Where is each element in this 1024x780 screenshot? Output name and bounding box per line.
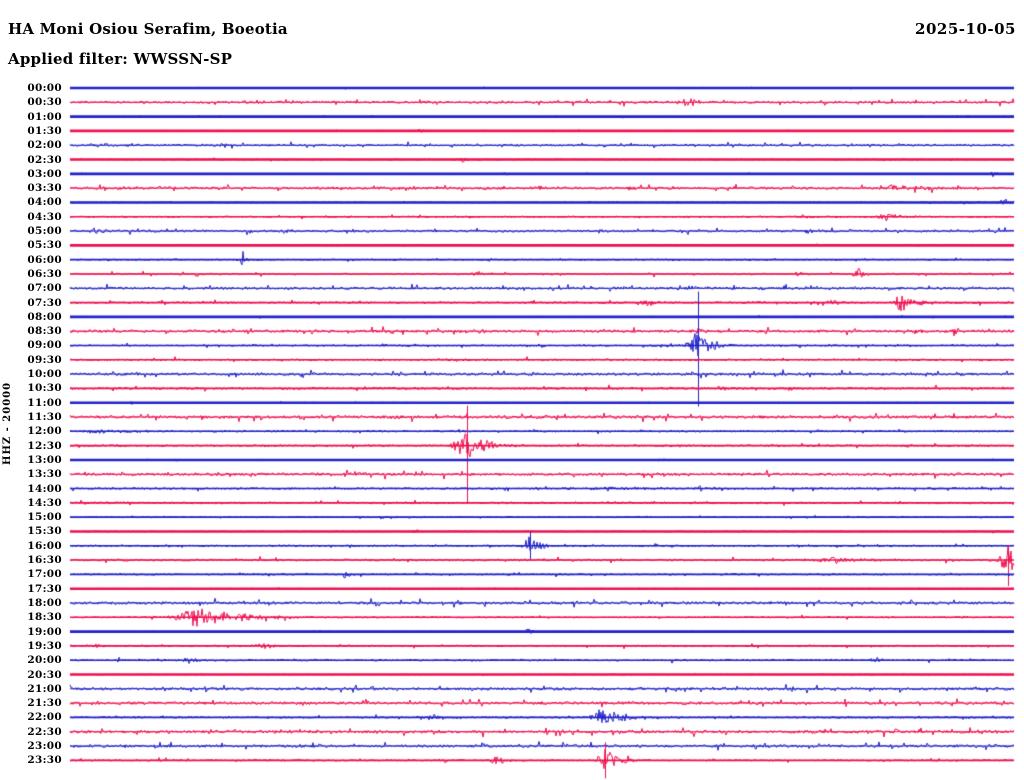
helicorder-screen: HA Moni Osiou Serafim, Boeotia 2025-10-0… [0,0,1024,780]
seismogram-trace-canvas [0,0,1024,780]
